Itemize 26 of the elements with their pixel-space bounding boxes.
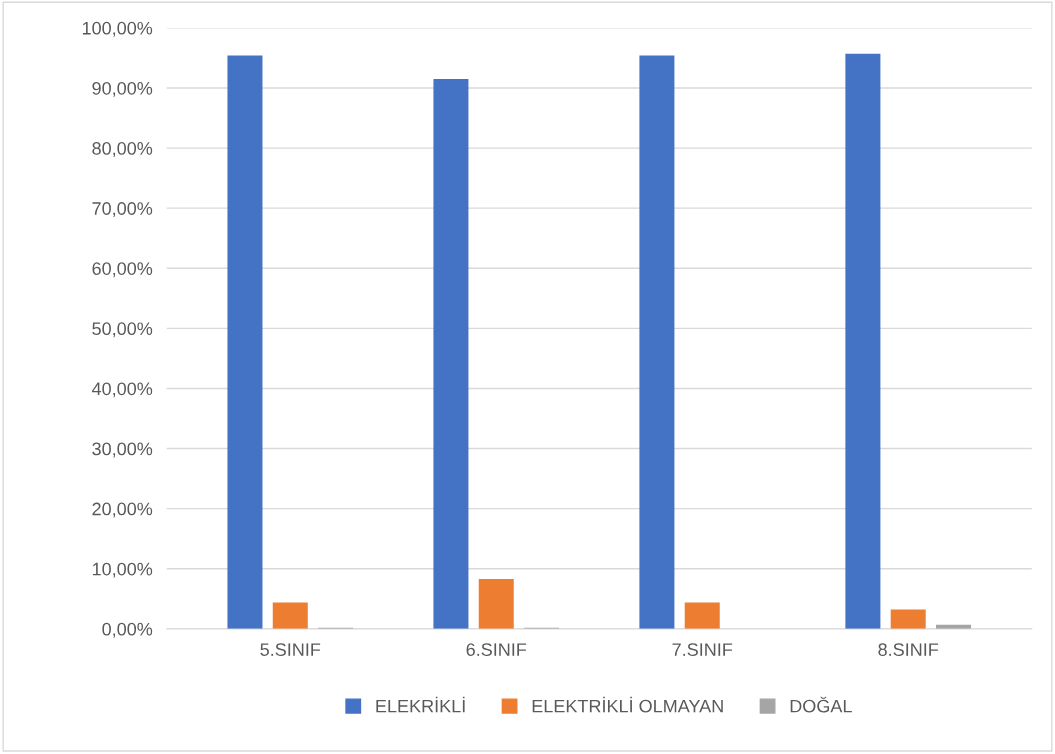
bar bbox=[272, 602, 308, 629]
y-tick-label: 100,00% bbox=[82, 21, 153, 37]
y-tick-label: 40,00% bbox=[91, 382, 153, 398]
y-tick-label: 80,00% bbox=[92, 142, 153, 157]
y-tick-label: 60,00% bbox=[92, 262, 153, 278]
x-tick-label: 5.SINIF bbox=[260, 643, 321, 656]
x-tick-label: 8.SINIF bbox=[878, 643, 939, 656]
y-tick-label: 90,00% bbox=[92, 81, 153, 97]
bar bbox=[478, 578, 514, 629]
y-tick-label: 20,00% bbox=[92, 502, 153, 518]
y-tick-label: 50,00% bbox=[92, 322, 153, 338]
bar bbox=[227, 55, 263, 629]
bar bbox=[433, 78, 469, 629]
x-tick-label: 7.SINIF bbox=[672, 643, 733, 656]
y-tick-label: 10,00% bbox=[92, 562, 153, 578]
legend-label: DOĞAL bbox=[790, 696, 852, 713]
bar bbox=[639, 55, 675, 629]
bar bbox=[845, 53, 881, 629]
x-tick-label: 6.SINIF bbox=[466, 643, 527, 656]
y-tick-label: 30,00% bbox=[92, 442, 153, 458]
legend-label: ELEKRİKLİ bbox=[376, 696, 465, 713]
y-tick-label: 0,00% bbox=[102, 622, 153, 638]
y-tick-label: 70,00% bbox=[92, 202, 153, 218]
legend-label: ELEKTRİKLİ OLMAYAN bbox=[532, 696, 723, 713]
bar bbox=[684, 602, 720, 629]
bar bbox=[890, 609, 926, 629]
